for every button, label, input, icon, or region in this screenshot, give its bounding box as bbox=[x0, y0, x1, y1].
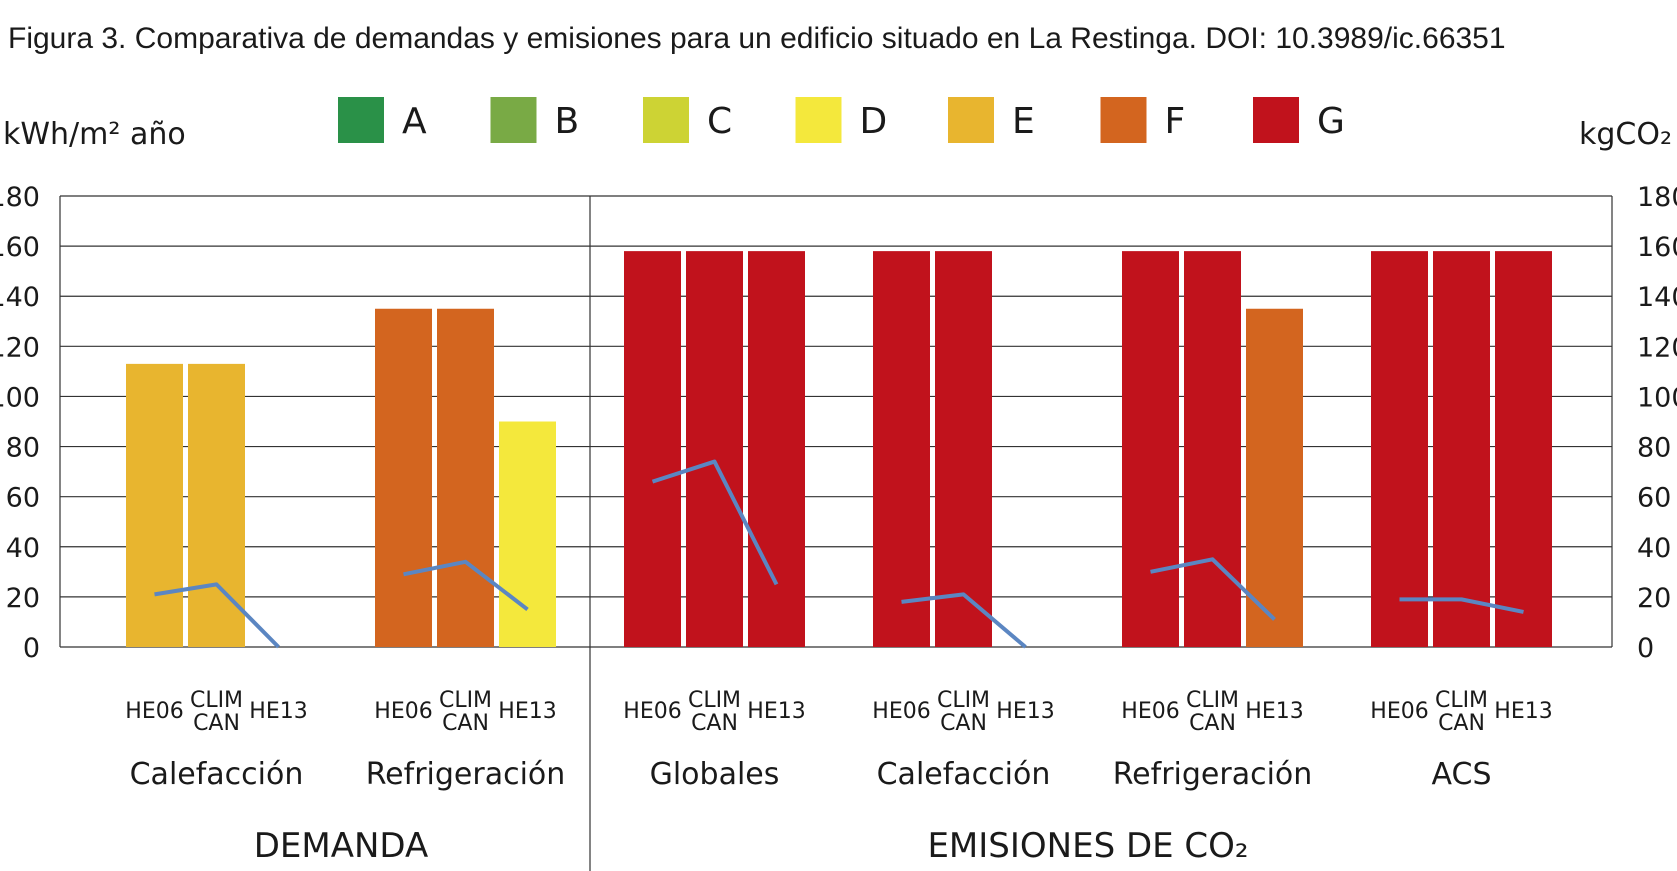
y-tick-label-left: 40 bbox=[6, 533, 40, 564]
bar-label: HE13 bbox=[1245, 699, 1303, 724]
group-label: ACS bbox=[1432, 757, 1492, 792]
y-tick-label-left: 100 bbox=[0, 382, 40, 413]
bar-he13 bbox=[1495, 251, 1552, 647]
bar-he06 bbox=[126, 363, 183, 647]
bar-label: HE06 bbox=[623, 699, 681, 724]
y-tick-label-right: 20 bbox=[1637, 583, 1671, 614]
bar-label: HE13 bbox=[249, 699, 307, 724]
y-tick-labels: 0 0 20 20 40 40 60 60 80 80 100 100 120 120 140 140 160 1… bbox=[0, 182, 1677, 664]
bar-label: CLIM CAN bbox=[1435, 688, 1488, 736]
right-axis-label: kgCO₂ bbox=[1579, 117, 1672, 152]
series-line bbox=[901, 592, 1027, 649]
y-tick-label-left: 180 bbox=[0, 182, 40, 213]
bar-climcan bbox=[1184, 251, 1241, 647]
y-tick-label-left: 60 bbox=[6, 483, 40, 514]
legend-swatch-e bbox=[948, 97, 994, 143]
y-tick-label-right: 40 bbox=[1637, 533, 1671, 564]
y-tick-label-left: 160 bbox=[0, 232, 40, 263]
series-line bbox=[403, 559, 529, 612]
bar-he13 bbox=[748, 251, 805, 647]
bar-he06 bbox=[375, 308, 432, 647]
legend-label-b: B bbox=[555, 101, 580, 142]
bar-he13 bbox=[1246, 308, 1303, 647]
bar-climcan bbox=[686, 251, 743, 647]
y-tick-label-left: 20 bbox=[6, 583, 40, 614]
section-label: EMISIONES DE CO₂ bbox=[927, 826, 1248, 866]
left-axis-label: kWh/m² año bbox=[3, 117, 186, 152]
bar-label: CLIM CAN bbox=[937, 688, 990, 736]
legend-swatch-f bbox=[1100, 97, 1147, 143]
group-label: Refrigeración bbox=[1113, 757, 1313, 792]
section-label: DEMANDA bbox=[254, 826, 429, 866]
y-tick-label-left: 0 bbox=[23, 633, 40, 664]
bar-label: HE13 bbox=[1494, 699, 1552, 724]
bar-label: HE06 bbox=[374, 699, 432, 724]
group-label: Globales bbox=[650, 757, 780, 792]
legend-label-d: D bbox=[860, 101, 888, 142]
y-tick-label-right: 60 bbox=[1637, 483, 1671, 514]
y-tick-label-right: 140 bbox=[1637, 282, 1677, 313]
group-label: Calefacción bbox=[130, 757, 304, 792]
y-tick-label-right: 160 bbox=[1637, 232, 1677, 263]
bar-label: HE06 bbox=[872, 699, 930, 724]
y-tick-label-left: 80 bbox=[6, 433, 40, 464]
bar-label: CLIM CAN bbox=[439, 688, 492, 736]
y-tick-label-right: 100 bbox=[1637, 382, 1677, 413]
legend-label-g: G bbox=[1317, 101, 1345, 142]
series-line bbox=[1399, 597, 1524, 614]
series-line bbox=[154, 582, 280, 649]
chart-legend: A B C D E F G bbox=[338, 97, 1345, 143]
bar-label: HE06 bbox=[125, 699, 183, 724]
bar-label: HE13 bbox=[747, 699, 805, 724]
group-label: Refrigeración bbox=[366, 757, 566, 792]
y-tick-label-right: 120 bbox=[1637, 332, 1677, 363]
grid-lines bbox=[59, 195, 1613, 871]
bar-he06 bbox=[624, 251, 681, 647]
bar-label: CLIM CAN bbox=[190, 688, 243, 736]
legend-swatch-g bbox=[1253, 97, 1299, 143]
bar-climcan bbox=[188, 363, 245, 647]
bar-label: HE13 bbox=[996, 699, 1054, 724]
figure-title: Figura 3. Comparativa de demandas y emis… bbox=[8, 22, 1506, 55]
bar-he06 bbox=[1371, 251, 1428, 647]
bar-label: HE06 bbox=[1121, 699, 1179, 724]
legend-label-e: E bbox=[1012, 101, 1035, 142]
y-tick-label-right: 0 bbox=[1637, 633, 1654, 664]
group-label: Calefacción bbox=[877, 757, 1051, 792]
series-line bbox=[651, 459, 779, 586]
line-series bbox=[154, 459, 1524, 649]
y-tick-label-right: 80 bbox=[1637, 433, 1671, 464]
bar-series bbox=[126, 251, 1552, 647]
y-tick-label-left: 140 bbox=[0, 282, 40, 313]
bar-label: CLIM CAN bbox=[688, 688, 741, 736]
bar-he13 bbox=[499, 421, 556, 647]
bar-climcan bbox=[437, 308, 494, 647]
legend-label-f: F bbox=[1165, 101, 1186, 142]
y-tick-label-left: 120 bbox=[0, 332, 40, 363]
bar-label: HE13 bbox=[498, 699, 556, 724]
legend-swatch-a bbox=[338, 97, 384, 143]
legend-label-a: A bbox=[402, 101, 427, 142]
legend-swatch-d bbox=[795, 97, 842, 143]
bar-climcan bbox=[1433, 251, 1490, 647]
bar-climcan bbox=[935, 251, 992, 647]
bar-label: CLIM CAN bbox=[1186, 688, 1239, 736]
series-line bbox=[1150, 557, 1276, 621]
bar-he06 bbox=[1122, 251, 1179, 647]
bar-label: HE06 bbox=[1370, 699, 1428, 724]
legend-label-c: C bbox=[707, 101, 732, 142]
legend-swatch-c bbox=[643, 97, 689, 143]
bar-he06 bbox=[873, 251, 930, 647]
legend-swatch-b bbox=[490, 97, 537, 143]
y-tick-label-right: 180 bbox=[1637, 182, 1677, 213]
